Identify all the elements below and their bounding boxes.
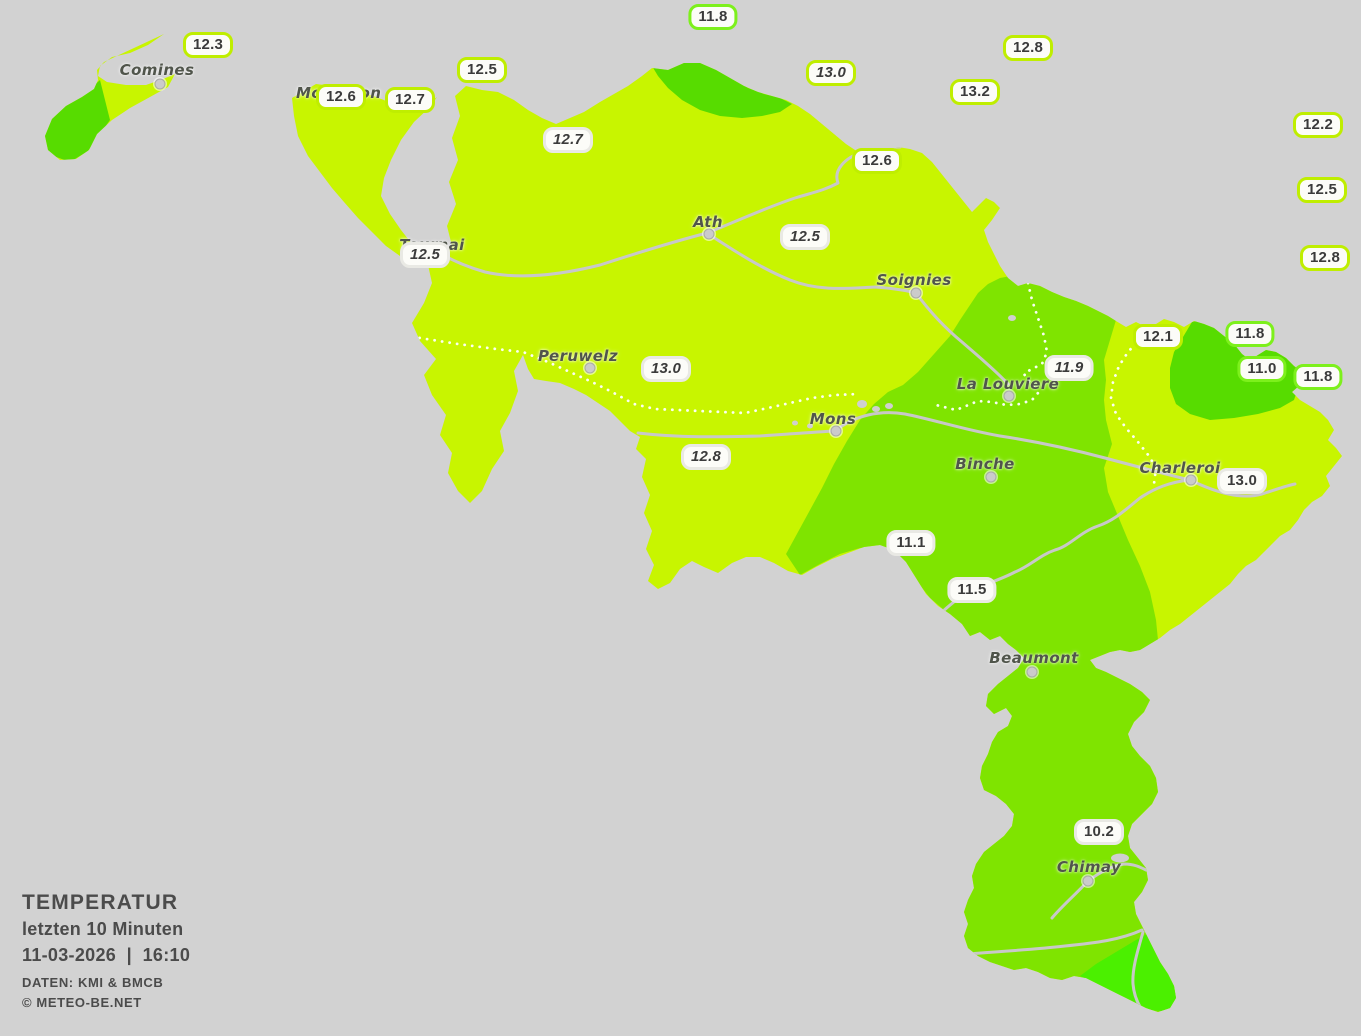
map-title: TEMPERATUR xyxy=(22,891,179,914)
temp-zone-medium xyxy=(786,275,1180,1012)
city-label-charleroi: Charleroi xyxy=(1139,459,1221,477)
temperature-reading: 10.2 xyxy=(1074,819,1124,845)
temperature-reading: 11.9 xyxy=(1044,355,1094,381)
temperature-reading: 12.8 xyxy=(681,444,731,470)
temp-zone-dark-exclave xyxy=(45,80,110,160)
temperature-reading: 12.3 xyxy=(183,32,233,58)
city-label-soignies: Soignies xyxy=(876,271,952,289)
city-dot xyxy=(584,362,596,374)
temperature-reading: 13.0 xyxy=(1217,468,1267,494)
temperature-reading: 12.5 xyxy=(400,242,450,268)
temperature-reading: 12.8 xyxy=(1300,245,1350,271)
city-dot xyxy=(703,228,715,240)
city-label-ath: Ath xyxy=(693,213,723,231)
temperature-reading: 12.5 xyxy=(780,224,830,250)
temperature-reading: 12.8 xyxy=(1003,35,1053,61)
city-dot xyxy=(1003,390,1015,402)
lake xyxy=(792,315,1129,863)
municipal-borders xyxy=(380,281,1158,486)
map-datetime: 11-03-2026 | 16:10 xyxy=(22,945,191,965)
city-dot xyxy=(910,287,922,299)
temperature-reading: 13.2 xyxy=(950,79,1000,105)
map-subtitle: letzten 10 Minuten xyxy=(22,919,184,939)
temperature-reading: 12.7 xyxy=(385,87,435,113)
temperature-reading: 12.5 xyxy=(1297,177,1347,203)
temperature-reading: 11.5 xyxy=(947,577,997,603)
temperature-reading: 13.0 xyxy=(641,356,691,382)
map-legend: TEMPERATUR letzten 10 Minuten 11-03-2026… xyxy=(22,891,190,1010)
city-dot xyxy=(985,471,997,483)
city-dot xyxy=(1082,875,1094,887)
city-label-mons: Mons xyxy=(809,410,857,428)
temperature-reading: 11.1 xyxy=(886,530,936,556)
temperature-reading: 12.6 xyxy=(316,84,366,110)
temperature-reading: 12.2 xyxy=(1293,112,1343,138)
temp-zone-dark-crescent xyxy=(652,63,792,118)
temperature-reading: 11.8 xyxy=(688,4,738,30)
temperature-reading: 12.1 xyxy=(1133,324,1183,350)
temperature-reading: 11.8 xyxy=(1293,364,1343,390)
city-label-beaumont: Beaumont xyxy=(989,649,1079,667)
temperature-reading: 11.8 xyxy=(1225,321,1275,347)
city-dot xyxy=(1026,666,1038,678)
temperature-reading: 12.7 xyxy=(543,127,593,153)
temperature-reading: 12.6 xyxy=(852,148,902,174)
temperature-reading: 11.0 xyxy=(1237,356,1287,382)
temperature-reading: 13.0 xyxy=(806,60,856,86)
city-dot xyxy=(830,425,842,437)
city-label-chimay: Chimay xyxy=(1056,858,1122,876)
city-label-comines: Comines xyxy=(119,61,195,79)
city-label-binche: Binche xyxy=(955,455,1015,473)
map-source: DATEN: KMI & BMCB xyxy=(22,975,164,990)
city-dot xyxy=(1185,474,1197,486)
city-dot xyxy=(154,78,166,90)
map-copyright: © METEO-BE.NET xyxy=(22,995,142,1010)
temperature-reading: 12.5 xyxy=(457,57,507,83)
city-label-peruwelz: Peruwelz xyxy=(538,347,618,365)
city-label-lalouviere: La Louviere xyxy=(956,375,1060,393)
